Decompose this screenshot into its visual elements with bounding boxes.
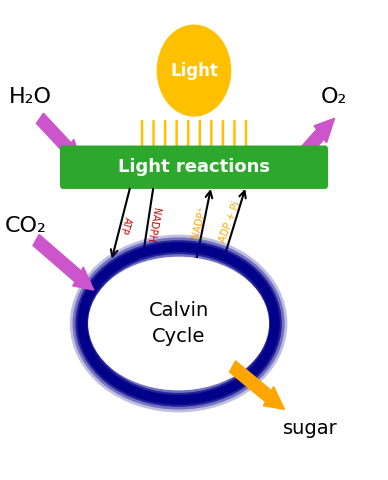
FancyBboxPatch shape <box>60 145 328 189</box>
Text: ADP + Pi: ADP + Pi <box>217 200 242 244</box>
FancyArrow shape <box>36 113 82 164</box>
Text: ATP: ATP <box>118 216 133 235</box>
FancyArrow shape <box>230 361 284 409</box>
FancyArrow shape <box>33 235 94 290</box>
Ellipse shape <box>88 257 269 390</box>
Text: sugar: sugar <box>282 419 337 438</box>
Text: CO₂: CO₂ <box>5 216 47 236</box>
Circle shape <box>158 25 230 116</box>
Text: Calvin
Cycle: Calvin Cycle <box>149 301 209 346</box>
Text: Light reactions: Light reactions <box>118 158 270 176</box>
Text: Light: Light <box>170 61 218 80</box>
Text: NADPH: NADPH <box>144 206 161 243</box>
Text: NADP⁺: NADP⁺ <box>190 205 208 240</box>
Text: O₂: O₂ <box>321 87 348 107</box>
FancyArrow shape <box>291 118 334 168</box>
Text: H₂O: H₂O <box>9 87 52 107</box>
